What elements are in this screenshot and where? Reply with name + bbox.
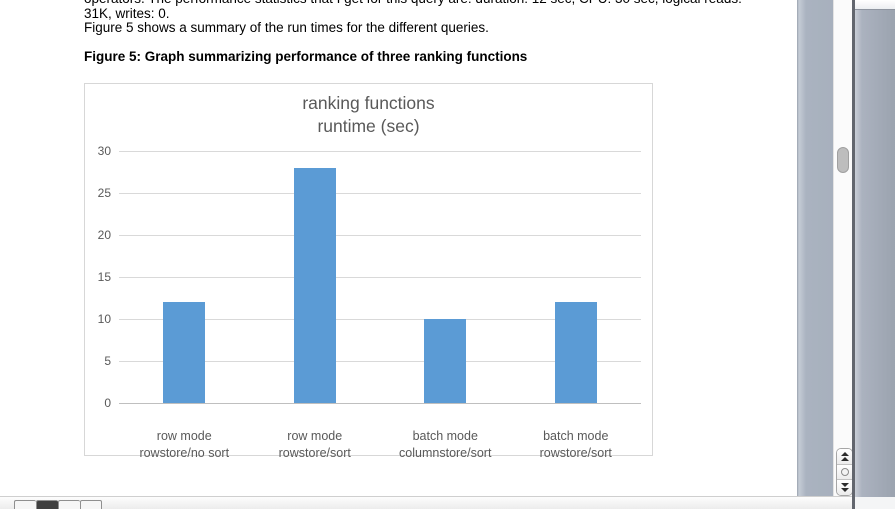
- x-axis-category-label: row mode rowstore/sort: [278, 429, 351, 460]
- paragraph-line: Figure 5 shows a summary of the run time…: [84, 20, 489, 35]
- background-window-panel: [855, 9, 895, 497]
- bar-row-mode-rowstore-no-sort: [163, 302, 206, 403]
- down-arrow-icon: [840, 483, 849, 488]
- chart-title: ranking functions runtime (sec): [85, 92, 652, 138]
- gridline-y15: [119, 277, 641, 278]
- gridline-y25: [119, 193, 641, 194]
- paragraph-line: 31K, writes: 0.: [84, 6, 170, 21]
- chart-plot-area: 0 5 10 15 20 25 30 row mode rowstore/no sort row …: [85, 84, 652, 460]
- y-axis-tick-label: 20: [97, 228, 111, 242]
- bar-chart: ranking functions runtime (sec) 0 5 10 15 20…: [84, 83, 653, 460]
- gridline-y0: [119, 403, 641, 404]
- y-axis-tick-label: 25: [97, 186, 111, 200]
- y-axis-tick-label: 15: [97, 270, 111, 284]
- bar-batch-mode-rowstore-sort: [554, 302, 597, 403]
- view-button-view-4[interactable]: [80, 500, 102, 509]
- y-axis-tick-label: 30: [97, 144, 111, 158]
- view-button-view-2-active[interactable]: [36, 500, 58, 509]
- document-page: operators. The performance statistics th…: [84, 0, 742, 460]
- circle-icon: [840, 468, 849, 476]
- figure-caption: Figure 5: Graph summarizing performance …: [84, 49, 528, 64]
- gridline-y20: [119, 235, 641, 236]
- bar-batch-mode-columnstore-sort: [424, 319, 467, 403]
- gridline-y5: [119, 361, 641, 362]
- y-axis-tick-label: 5: [104, 354, 111, 368]
- window-edge-divider: [852, 0, 855, 509]
- previous-page-button[interactable]: [837, 449, 852, 465]
- view-button-view-1[interactable]: [14, 500, 36, 509]
- horizontal-scrollbar-strip[interactable]: [0, 496, 852, 509]
- down-arrow-icon: [840, 488, 849, 493]
- x-axis-category-label: row mode rowstore/no sort: [139, 429, 230, 460]
- chart-title-line1: ranking functions: [302, 93, 435, 113]
- browse-object-cluster: [836, 448, 853, 496]
- x-axis-category-label: batch mode rowstore/sort: [539, 429, 612, 460]
- paragraph-clipped-line: operators. The performance statistics th…: [84, 0, 742, 6]
- up-arrow-icon: [840, 456, 849, 461]
- view-switcher: [14, 500, 102, 509]
- vertical-scrollbar-track[interactable]: [833, 0, 852, 496]
- background-window-top: [855, 0, 895, 9]
- app-background-band: [797, 0, 833, 496]
- chart-title-line2: runtime (sec): [317, 116, 420, 136]
- bar-row-mode-rowstore-sort: [293, 167, 336, 403]
- next-page-button[interactable]: [837, 480, 852, 495]
- x-axis-category-label: batch mode columnstore/sort: [399, 429, 492, 460]
- gridline-y30: [119, 151, 641, 152]
- up-arrow-icon: [840, 451, 849, 456]
- background-window-bottom: [855, 497, 895, 509]
- y-axis-tick-label: 10: [97, 312, 111, 326]
- view-button-view-3[interactable]: [58, 500, 80, 509]
- vertical-scrollbar-thumb[interactable]: [837, 147, 849, 173]
- y-axis-tick-label: 0: [104, 396, 111, 410]
- select-browse-object-button[interactable]: [837, 464, 852, 481]
- gridline-y10: [119, 319, 641, 320]
